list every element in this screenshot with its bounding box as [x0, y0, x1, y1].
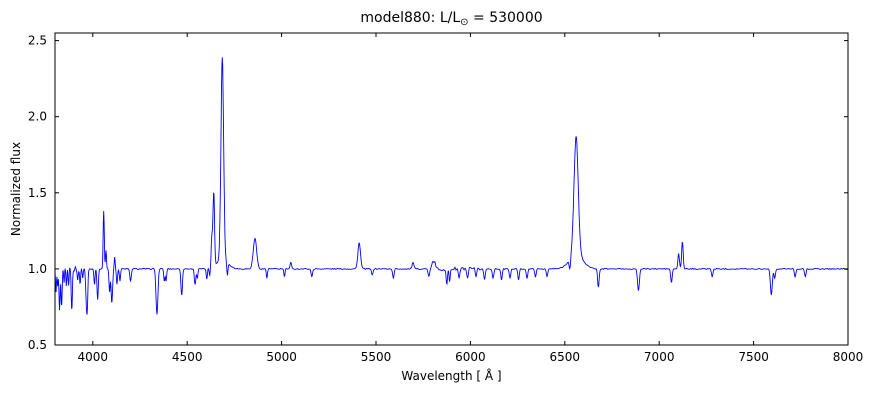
chart-title: model880: L/L⊙ = 530000 [55, 10, 848, 28]
x-tick-label: 6000 [455, 350, 486, 364]
y-tick-label: 1.5 [28, 186, 47, 200]
chart-title-suffix: = 530000 [468, 10, 543, 26]
x-tick-label: 7000 [644, 350, 675, 364]
x-tick-label: 5000 [266, 350, 297, 364]
spectrum-line [55, 57, 848, 315]
y-tick-label: 2.0 [28, 110, 47, 124]
x-tick-label: 4000 [78, 350, 109, 364]
solar-symbol-subscript: ⊙ [460, 17, 469, 28]
x-axis-label: Wavelength [ Å ] [401, 369, 502, 383]
y-tick-label: 1.0 [28, 262, 47, 276]
y-tick-label: 2.5 [28, 34, 47, 48]
y-tick-label: 0.5 [28, 338, 47, 352]
chart-title-prefix: model880: L/L [360, 10, 461, 26]
x-tick-label: 4500 [172, 350, 203, 364]
x-tick-label: 5500 [361, 350, 392, 364]
x-tick-label: 8000 [833, 350, 864, 364]
axes-frame [54, 32, 849, 346]
x-tick-label: 6500 [550, 350, 581, 364]
x-tick-label: 7500 [738, 350, 769, 364]
